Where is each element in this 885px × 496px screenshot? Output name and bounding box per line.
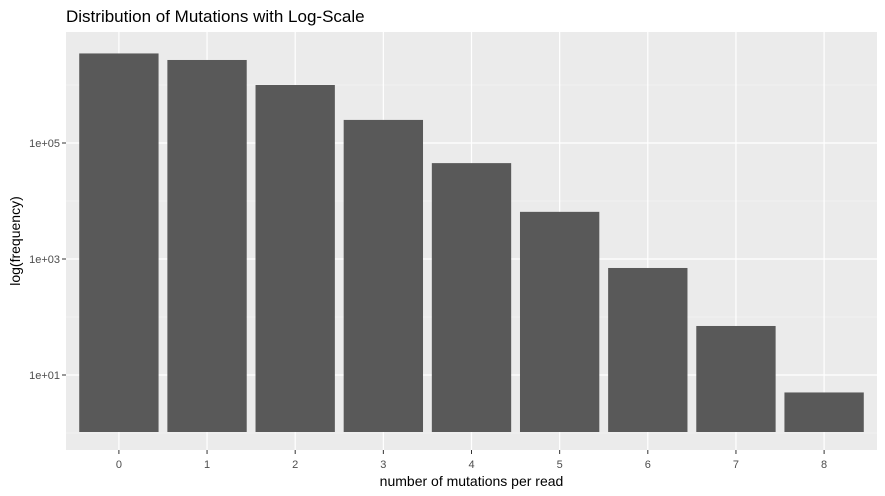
- bar-5: [519, 211, 600, 432]
- bar-4: [431, 163, 512, 432]
- y-tick-label: 1e+05: [29, 138, 60, 150]
- x-tick-label: 4: [468, 459, 474, 471]
- x-tick-label: 0: [116, 459, 122, 471]
- y-axis-title: log(frequency): [7, 196, 23, 286]
- x-axis-title: number of mutations per read: [380, 473, 564, 489]
- x-tick-label: 1: [204, 459, 210, 471]
- x-axis: 0 1 2 3 4 5 6 7 8: [116, 450, 827, 471]
- chart-title: Distribution of Mutations with Log-Scale: [66, 7, 365, 26]
- bar-6: [608, 267, 688, 432]
- x-tick-label: 7: [733, 459, 739, 471]
- x-tick-label: 5: [557, 459, 563, 471]
- bar-0: [79, 53, 159, 432]
- x-tick-label: 2: [292, 459, 298, 471]
- bar-8: [784, 392, 864, 432]
- x-tick-label: 8: [821, 459, 827, 471]
- y-axis: 1e+01 1e+03 1e+05: [29, 138, 66, 382]
- bar-1: [167, 59, 247, 433]
- bar-3: [343, 119, 424, 432]
- bar-7: [696, 325, 776, 432]
- y-tick-label: 1e+01: [29, 370, 60, 382]
- y-tick-label: 1e+03: [29, 254, 60, 266]
- bars: [79, 53, 864, 433]
- bar-2: [255, 85, 335, 432]
- x-tick-label: 3: [380, 459, 386, 471]
- x-tick-label: 6: [645, 459, 651, 471]
